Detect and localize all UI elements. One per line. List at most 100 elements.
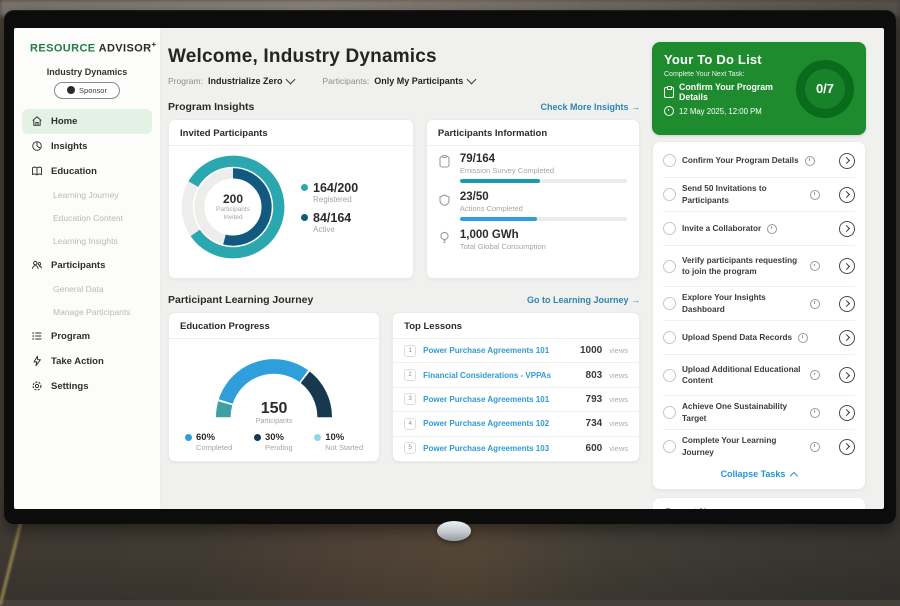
task-label: Upload Spend Data Records xyxy=(682,332,793,342)
views-suffix: views xyxy=(609,370,628,380)
filters-row: Program: Industrialize Zero Participants… xyxy=(168,74,640,86)
invited-participants-card: Invited Participants 200 Partic xyxy=(168,119,414,279)
chevron-right-button[interactable] xyxy=(839,186,855,203)
chevron-right-button[interactable] xyxy=(839,329,855,346)
chevron-right-button[interactable] xyxy=(839,152,855,169)
task-checkbox[interactable] xyxy=(663,440,676,453)
sidebar-item-settings[interactable]: Settings xyxy=(22,374,152,399)
take-action-icon xyxy=(33,355,41,367)
actions-completed-value: 23/50 xyxy=(459,191,489,203)
clock-icon xyxy=(810,261,820,271)
monitor-stand xyxy=(437,521,471,541)
completed-label: Completed xyxy=(196,443,233,452)
sidebar-item-insights[interactable]: Insights xyxy=(22,134,152,159)
task-checkbox[interactable] xyxy=(663,188,676,201)
chevron-right-button[interactable] xyxy=(839,258,855,274)
chevron-right-button[interactable] xyxy=(839,367,855,383)
check-more-insights-link[interactable]: Check More Insights → xyxy=(540,102,640,112)
task-item[interactable]: Complete Your Learning Journey xyxy=(663,430,855,463)
program-insights-header: Program Insights Check More Insights → xyxy=(168,101,640,113)
chevron-right-button[interactable] xyxy=(839,438,855,455)
arrow-right-icon: → xyxy=(631,102,640,112)
chevron-right-button[interactable] xyxy=(839,404,855,421)
sidebar-item-education[interactable]: Education xyxy=(22,159,152,184)
task-checkbox[interactable] xyxy=(663,259,676,273)
insights-icon xyxy=(32,141,42,151)
lesson-link[interactable]: Power Purchase Agreements 102 xyxy=(423,419,550,429)
lesson-row: 1 Power Purchase Agreements 101 1000 vie… xyxy=(393,339,639,364)
sidebar-item-label: Take Action xyxy=(51,355,104,367)
collapse-tasks-label: Collapse Tasks xyxy=(720,469,786,479)
registered-value: 164/200 xyxy=(313,180,359,195)
education-legend: 60% Completed 30% Pending 10% Not Starte… xyxy=(179,425,369,452)
task-item[interactable]: Confirm Your Program Details xyxy=(663,144,855,178)
task-item[interactable]: Upload Spend Data Records xyxy=(663,321,855,355)
sidebar-item-program[interactable]: Program xyxy=(22,324,152,349)
collapse-tasks-link[interactable]: Collapse Tasks xyxy=(663,463,855,485)
completed-value: 60% xyxy=(196,432,216,443)
sidebar-item-home[interactable]: Home xyxy=(22,108,152,134)
task-item[interactable]: Verify participants requesting to join t… xyxy=(663,246,855,287)
sidebar-item-learning-journey[interactable]: Learning Journey xyxy=(22,184,152,207)
sidebar-item-label: Settings xyxy=(51,380,89,392)
sidebar-item-manage-participants[interactable]: Manage Participants xyxy=(22,301,152,324)
lesson-row: 5 Power Purchase Agreements 103 600 view… xyxy=(393,437,639,460)
lesson-link[interactable]: Power Purchase Agreements 103 xyxy=(423,443,550,453)
task-checkbox[interactable] xyxy=(663,331,676,344)
sidebar-item-label: Participants xyxy=(51,259,106,271)
task-checkbox[interactable] xyxy=(663,154,676,167)
chevron-right-button[interactable] xyxy=(839,220,855,237)
clock-icon xyxy=(804,155,815,166)
task-item[interactable]: Explore Your Insights Dashboard xyxy=(663,287,855,321)
todo-subtitle: Complete Your Next Task: xyxy=(664,71,745,78)
participants-dropdown[interactable]: Participants: Only My Participants xyxy=(322,74,477,86)
clipboard-icon xyxy=(439,153,452,183)
sidebar-item-learning-insights[interactable]: Learning Insights xyxy=(22,230,152,253)
go-to-learning-journey-link[interactable]: Go to Learning Journey → xyxy=(527,295,640,305)
clock-icon xyxy=(767,223,778,234)
lesson-views: 600 xyxy=(585,442,603,454)
not-started-label: Not Started xyxy=(325,443,364,452)
views-suffix: views xyxy=(609,443,628,453)
sidebar-item-take-action[interactable]: Take Action xyxy=(22,349,152,374)
task-label: Complete Your Learning Journey xyxy=(682,436,777,457)
program-dropdown[interactable]: Program: Industrialize Zero xyxy=(168,74,296,86)
chevron-down-icon xyxy=(466,74,477,85)
lesson-link[interactable]: Power Purchase Agreements 101 xyxy=(423,394,550,404)
actions-completed-label: Actions Completed xyxy=(459,204,523,213)
invited-participants-body: 200 Participants Invited 164/200 Registe… xyxy=(169,146,413,268)
task-checkbox[interactable] xyxy=(663,297,676,310)
todo-next-task: Confirm Your Program Details xyxy=(679,82,774,102)
sidebar: RESOURCE ADVISOR+ Industry Dynamics Spon… xyxy=(14,28,161,509)
task-item[interactable]: Achieve One Sustainability Target xyxy=(663,396,855,430)
task-label: Invite a Collaborator xyxy=(682,223,762,233)
participants-information-card: Participants Information 79/164 Emission… xyxy=(425,119,640,279)
task-checkbox[interactable] xyxy=(663,222,676,235)
lesson-link[interactable]: Power Purchase Agreements 101 xyxy=(423,346,550,356)
donut-legend: 164/200 Registered 84/164 Active xyxy=(301,174,358,241)
task-checkbox[interactable] xyxy=(663,406,676,419)
task-checkbox[interactable] xyxy=(663,368,676,382)
gauge-center-label: Participants xyxy=(255,418,293,425)
task-item[interactable]: Invite a Collaborator xyxy=(663,212,855,246)
chevron-right-button[interactable] xyxy=(839,295,855,312)
legend-pending: 30% Pending xyxy=(253,432,293,452)
sidebar-item-education-content[interactable]: Education Content xyxy=(22,207,152,230)
lesson-link[interactable]: Financial Considerations - VPPAs xyxy=(423,370,552,380)
sidebar-item-label: Education Content xyxy=(53,213,123,224)
task-item[interactable]: Send 50 Invitations to Participants xyxy=(663,178,855,212)
link-label: Check More Insights xyxy=(540,102,629,112)
task-label: Explore Your Insights Dashboard xyxy=(682,293,766,314)
task-item[interactable]: Upload Additional Educational Content xyxy=(663,355,855,396)
actions-completed-row: 23/50 Actions Completed xyxy=(439,191,627,221)
donut-center-label: Participants Invited xyxy=(216,205,250,221)
sidebar-item-general-data[interactable]: General Data xyxy=(22,278,152,301)
sidebar-item-participants[interactable]: Participants xyxy=(22,253,152,278)
clock-icon xyxy=(810,370,820,380)
todo-tasks-card: Confirm Your Program Details Send 50 Inv… xyxy=(652,141,866,490)
not-started-value: 10% xyxy=(325,432,345,443)
lesson-views: 803 xyxy=(585,369,603,381)
page-title: Welcome, Industry Dynamics xyxy=(168,46,437,67)
card-title: Invited Participants xyxy=(169,120,413,146)
